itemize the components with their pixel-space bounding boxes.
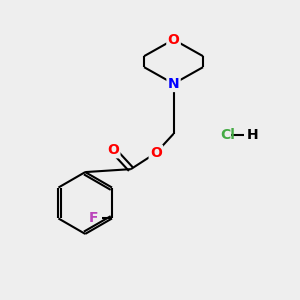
Text: Cl: Cl — [221, 128, 236, 142]
Text: N: N — [168, 77, 179, 91]
Text: O: O — [150, 146, 162, 160]
Text: F: F — [89, 212, 99, 226]
Text: H: H — [247, 128, 259, 142]
Text: O: O — [107, 143, 119, 157]
Text: O: O — [168, 33, 179, 46]
